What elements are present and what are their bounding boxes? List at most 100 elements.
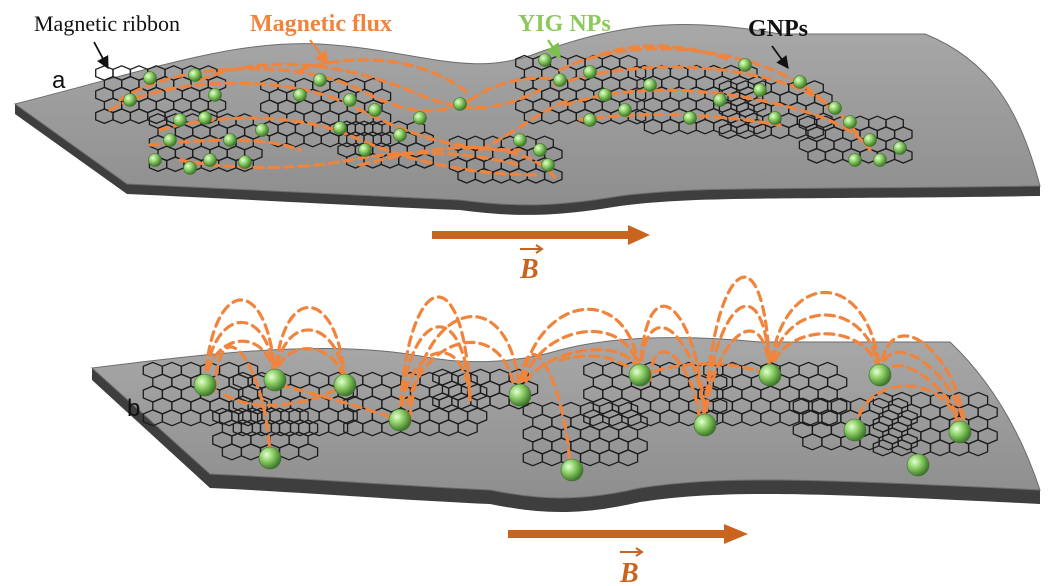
flux-line (563, 88, 872, 152)
green-sphere-icon (148, 153, 162, 167)
panel-a-label: a (52, 67, 66, 94)
green-sphere-icon (208, 88, 222, 102)
green-sphere-icon (560, 458, 584, 482)
field-arrow-a: B (432, 225, 650, 285)
green-sphere-icon (553, 73, 567, 87)
green-sphere-icon (533, 143, 547, 157)
green-sphere-icon (198, 111, 212, 125)
green-sphere-icon (863, 133, 877, 147)
flux-line (203, 298, 277, 387)
green-sphere-icon (683, 111, 697, 125)
gnps-pointer (771, 45, 789, 70)
field-symbol-b: B (619, 558, 639, 586)
green-sphere-icon (388, 408, 412, 432)
flux-line (638, 304, 707, 427)
green-sphere-icon (906, 453, 930, 477)
hexagon-lattice-icon (522, 401, 648, 467)
vector-head-b (635, 547, 644, 557)
yig-nps-label: YIG NPs (518, 11, 611, 37)
flux-line (518, 348, 642, 397)
flux-line (638, 325, 707, 427)
magnetic-ribbon-pointer (93, 41, 109, 70)
flux-line (853, 384, 962, 434)
green-sphere-icon (453, 97, 467, 111)
hexagon-cell (893, 147, 913, 164)
flux-line (278, 383, 402, 422)
green-sphere-icon (848, 153, 862, 167)
magnetic-flux-label: Magnetic flux (250, 11, 392, 37)
green-sphere-icon (583, 65, 597, 79)
green-sphere-icon (843, 115, 857, 129)
flux-line (468, 76, 562, 102)
green-sphere-icon (223, 133, 237, 147)
green-sphere-icon (203, 153, 217, 167)
hexagon-cell (237, 409, 259, 427)
flux-line (878, 350, 967, 432)
flux-line (598, 44, 732, 62)
green-sphere-icon (538, 53, 552, 67)
green-sphere-icon (583, 113, 597, 127)
flux-line (768, 332, 882, 377)
yig-nanoparticles (123, 53, 972, 482)
green-sphere-icon (263, 368, 287, 392)
flux-line (768, 290, 882, 377)
flux-line (403, 340, 517, 422)
green-sphere-icon (143, 71, 157, 85)
flux-line (198, 62, 542, 110)
green-sphere-icon (598, 88, 612, 102)
green-sphere-icon (753, 83, 767, 97)
hexagon-cell (817, 409, 838, 427)
green-sphere-icon (628, 363, 652, 387)
field-arrow-b: B (508, 524, 748, 586)
green-sphere-icon (188, 68, 202, 82)
flux-line (273, 347, 347, 387)
green-sphere-icon (193, 373, 217, 397)
flux-line (518, 307, 642, 397)
field-symbol-a: B (519, 254, 539, 285)
green-sphere-icon (893, 141, 907, 155)
green-sphere-icon (238, 155, 252, 169)
flux-line (178, 151, 522, 170)
flux-line (553, 65, 862, 142)
green-sphere-icon (948, 420, 972, 444)
green-sphere-icon (793, 75, 807, 89)
green-sphere-icon (758, 363, 782, 387)
hexagon-cell (415, 152, 434, 169)
hexagon-cell (327, 419, 349, 437)
flux-line (478, 98, 572, 152)
flux-line (703, 275, 772, 427)
green-sphere-icon (713, 93, 727, 107)
flux-line (213, 345, 272, 457)
green-sphere-icon (358, 143, 372, 157)
green-sphere-icon (258, 446, 282, 470)
green-sphere-icon (843, 418, 867, 442)
green-sphere-icon (123, 93, 137, 107)
hexagon-cell (297, 443, 319, 461)
green-sphere-icon (173, 113, 187, 127)
green-sphere-icon (255, 123, 269, 137)
flux-line (273, 328, 347, 387)
hexagon-cell (897, 433, 918, 451)
flux-line (398, 351, 472, 422)
flux-line (203, 320, 277, 387)
green-sphere-icon (333, 373, 357, 397)
arrow-right-icon (508, 530, 728, 538)
flux-line (638, 362, 772, 377)
arrow-head-b (724, 524, 748, 544)
vector-head-a (535, 244, 544, 254)
green-sphere-icon (643, 78, 657, 92)
hexagon-cell (457, 419, 478, 437)
hexagon-cell (543, 167, 563, 184)
green-sphere-icon (618, 103, 632, 117)
flux-line (703, 329, 772, 427)
green-sphere-icon (368, 103, 382, 117)
green-sphere-icon (768, 111, 782, 125)
hexagon-cell (617, 449, 639, 467)
green-sphere-icon (873, 153, 887, 167)
flux-line (223, 383, 347, 407)
flux-line (878, 334, 967, 432)
flux-line (518, 329, 642, 397)
green-sphere-icon (183, 161, 197, 175)
flux-line (578, 112, 782, 127)
green-sphere-icon (413, 111, 427, 125)
